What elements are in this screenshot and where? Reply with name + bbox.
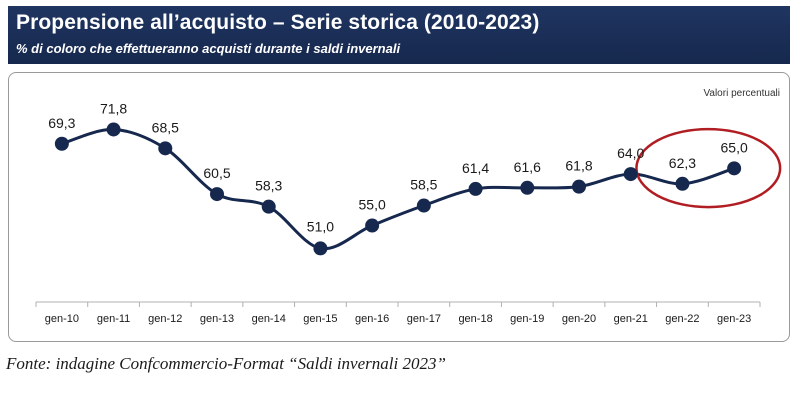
- chart-subtitle: % di coloro che effettueranno acquisti d…: [16, 41, 401, 56]
- x-tick-label: gen-19: [510, 313, 544, 325]
- x-tick-label: gen-16: [355, 313, 389, 325]
- x-tick-label: gen-22: [665, 313, 699, 325]
- data-label: 58,5: [410, 177, 437, 193]
- data-point: [158, 141, 173, 156]
- data-label: 51,0: [307, 218, 334, 234]
- x-tick-label: gen-12: [148, 313, 182, 325]
- data-markers: [54, 122, 742, 256]
- highlight-ellipse: [635, 127, 782, 209]
- data-label: 61,6: [514, 159, 541, 175]
- unit-note: Valori percentuali: [703, 88, 780, 99]
- data-point: [623, 167, 638, 182]
- data-label: 65,0: [721, 139, 748, 155]
- data-label: 69,3: [48, 115, 75, 131]
- x-tick-label: gen-23: [717, 313, 751, 325]
- x-tick-label: gen-17: [407, 313, 441, 325]
- data-point: [313, 241, 328, 256]
- x-tick-label: gen-14: [252, 313, 286, 325]
- chart-title: Propensione all’acquisto – Serie storica…: [16, 11, 540, 34]
- data-label: 58,3: [255, 178, 282, 194]
- data-point: [572, 179, 586, 194]
- data-point: [520, 180, 535, 195]
- x-tick-label: gen-13: [200, 313, 234, 325]
- data-label: 60,5: [203, 165, 230, 181]
- source-note: Fonte: indagine Confcommercio-Format “Sa…: [6, 354, 446, 373]
- x-tick-label: gen-11: [97, 313, 130, 325]
- data-label: 68,5: [152, 119, 179, 135]
- x-tick-label: gen-20: [562, 313, 596, 325]
- data-point: [416, 198, 431, 213]
- x-tick-label: gen-10: [45, 313, 79, 325]
- data-labels: 69,3 71,8 68,5 60,5 58,3 51,0 55,0 58,5 61,4 61,6…: [48, 100, 748, 234]
- chart-header: Propensione all’acquisto – Serie storica…: [8, 6, 790, 64]
- data-point: [106, 122, 121, 137]
- x-tick-label: gen-15: [303, 313, 337, 325]
- data-label: 61,4: [462, 160, 489, 176]
- data-point: [675, 176, 690, 191]
- x-tick-label: gen-21: [614, 313, 648, 325]
- data-label: 64,0: [617, 145, 644, 161]
- data-point: [365, 218, 380, 233]
- x-axis-ticks: [35, 302, 761, 307]
- data-label: 61,8: [565, 158, 592, 174]
- data-point: [54, 136, 69, 151]
- data-point: [261, 199, 276, 214]
- data-point: [727, 161, 742, 176]
- chart-frame: [8, 72, 790, 342]
- x-tick-label: gen-18: [458, 313, 492, 325]
- data-label: 62,3: [669, 155, 696, 171]
- line-chart: Valori percentuali gen-10 gen-11 gen-12 gen…: [35, 88, 782, 325]
- data-point: [210, 187, 224, 202]
- data-label: 71,8: [100, 100, 127, 116]
- data-point: [468, 181, 483, 196]
- x-axis-labels: gen-10 gen-11 gen-12 gen-13 gen-14 gen-15 gen-…: [45, 313, 752, 325]
- data-label: 55,0: [359, 197, 386, 213]
